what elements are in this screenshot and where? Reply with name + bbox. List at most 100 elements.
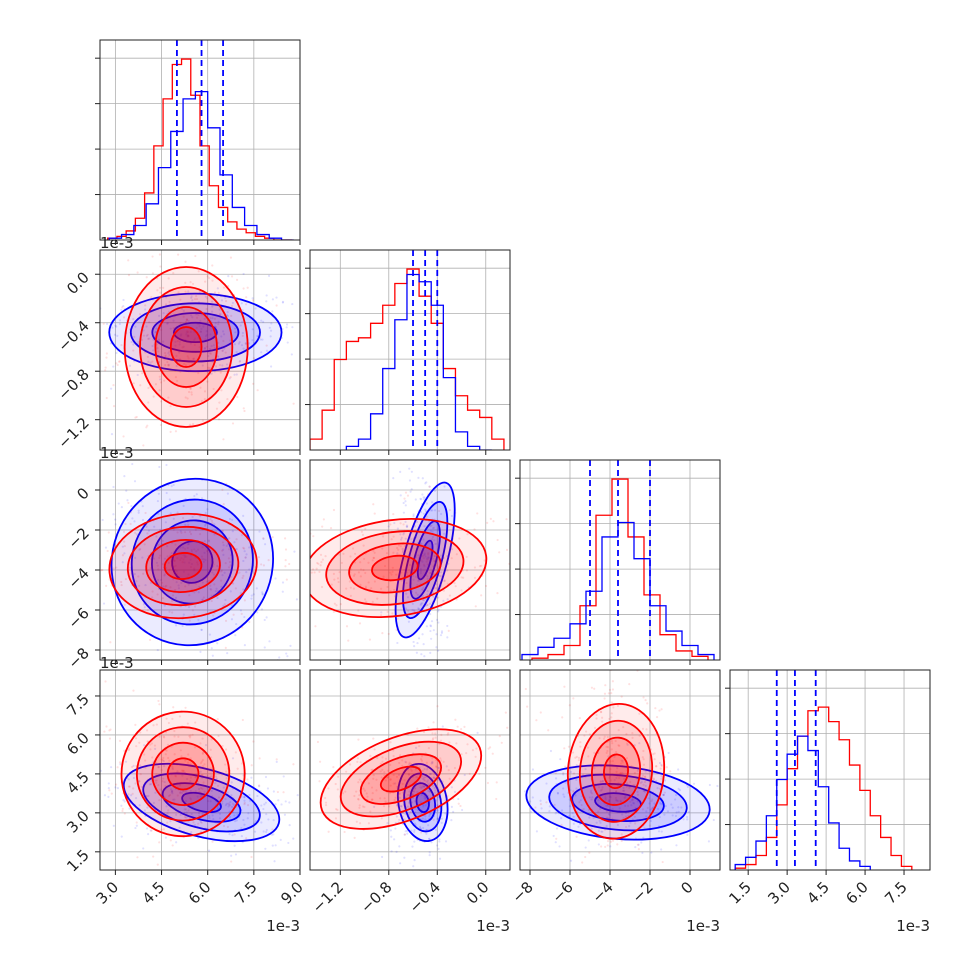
- sample-point: [135, 745, 138, 748]
- sample-point: [607, 800, 611, 803]
- sample-point: [402, 501, 405, 505]
- sample-point: [214, 322, 217, 325]
- sample-point: [120, 506, 123, 509]
- sample-point: [431, 760, 434, 763]
- sample-point: [488, 746, 492, 749]
- sample-point: [413, 525, 417, 528]
- sample-point: [443, 485, 446, 488]
- sample-point: [389, 829, 392, 832]
- sample-point: [208, 352, 211, 355]
- sample-point: [260, 351, 263, 354]
- y-tick-label: 6.0: [63, 729, 93, 759]
- sample-point: [260, 563, 263, 566]
- sample-point: [246, 778, 249, 781]
- sample-point: [413, 610, 416, 613]
- sample-point: [579, 799, 582, 802]
- sample-point: [455, 553, 458, 556]
- sample-point: [190, 393, 193, 396]
- contour-line: [548, 773, 688, 832]
- sample-point: [234, 853, 238, 856]
- sample-point: [447, 732, 450, 735]
- sample-point: [372, 549, 375, 552]
- sample-point: [399, 545, 402, 548]
- sample-point: [170, 790, 174, 793]
- density-fill: [172, 541, 213, 583]
- sample-point: [233, 541, 236, 544]
- contour-line: [379, 765, 422, 793]
- sample-point: [424, 482, 427, 485]
- sample-point: [407, 620, 411, 623]
- sample-point: [347, 639, 350, 642]
- sample-point: [431, 732, 434, 735]
- sample-point: [169, 820, 172, 823]
- sample-point: [435, 633, 438, 636]
- density-fill: [140, 286, 233, 407]
- sample-point: [409, 490, 412, 493]
- sample-point: [218, 363, 221, 367]
- sample-point: [404, 830, 407, 833]
- sample-point: [136, 373, 139, 377]
- panel-content: [734, 670, 913, 870]
- sample-point: [465, 569, 469, 572]
- sample-point: [182, 247, 184, 249]
- sample-point: [303, 824, 305, 826]
- sample-point: [187, 390, 191, 394]
- sample-point: [602, 737, 606, 740]
- sample-point: [115, 325, 118, 328]
- sample-point: [222, 286, 226, 289]
- sample-point: [188, 561, 191, 564]
- sample-point: [435, 618, 439, 621]
- sample-point: [217, 322, 220, 326]
- sample-point: [201, 737, 204, 740]
- sample-point: [454, 718, 457, 721]
- sample-point: [271, 310, 274, 313]
- sample-point: [193, 569, 196, 572]
- sample-point: [271, 828, 274, 831]
- sample-point: [412, 515, 415, 518]
- sample-point: [260, 319, 263, 322]
- sample-point: [642, 758, 645, 761]
- sample-point: [484, 584, 488, 588]
- density-fill: [124, 266, 248, 427]
- sample-point: [619, 799, 622, 802]
- sample-point: [257, 556, 261, 559]
- sample-point: [422, 826, 425, 830]
- sample-point: [506, 726, 509, 729]
- sample-point: [529, 800, 532, 803]
- sample-point: [248, 568, 251, 571]
- sample-point: [229, 801, 232, 804]
- sample-point: [200, 555, 204, 558]
- sample-point: [428, 837, 431, 841]
- sample-point: [226, 315, 229, 318]
- sample-point: [422, 730, 426, 734]
- sample-point: [219, 570, 223, 573]
- sample-point: [305, 592, 307, 594]
- density-fill: [121, 711, 245, 837]
- sample-point: [421, 493, 424, 496]
- sample-point: [166, 322, 169, 325]
- sample-point: [671, 806, 674, 809]
- sample-point: [199, 786, 203, 790]
- sample-point: [245, 676, 247, 678]
- sample-point: [319, 553, 323, 556]
- sample-point: [563, 747, 566, 750]
- sample-point: [293, 550, 296, 553]
- sample-point: [155, 535, 158, 538]
- sample-point: [334, 782, 337, 786]
- sample-point: [250, 597, 253, 600]
- sample-point: [210, 519, 214, 523]
- sample-point: [227, 805, 230, 808]
- sample-point: [327, 830, 330, 833]
- sample-point: [263, 646, 266, 649]
- sample-point: [244, 556, 247, 559]
- sample-point: [128, 747, 131, 750]
- sample-point: [644, 784, 647, 787]
- sample-point: [112, 405, 116, 408]
- sample-point: [148, 638, 152, 642]
- sample-point: [157, 338, 161, 341]
- histogram-series: [734, 706, 913, 870]
- sample-point: [404, 491, 408, 494]
- sample-point: [241, 320, 244, 323]
- sample-point: [252, 740, 255, 743]
- sample-point: [189, 789, 192, 793]
